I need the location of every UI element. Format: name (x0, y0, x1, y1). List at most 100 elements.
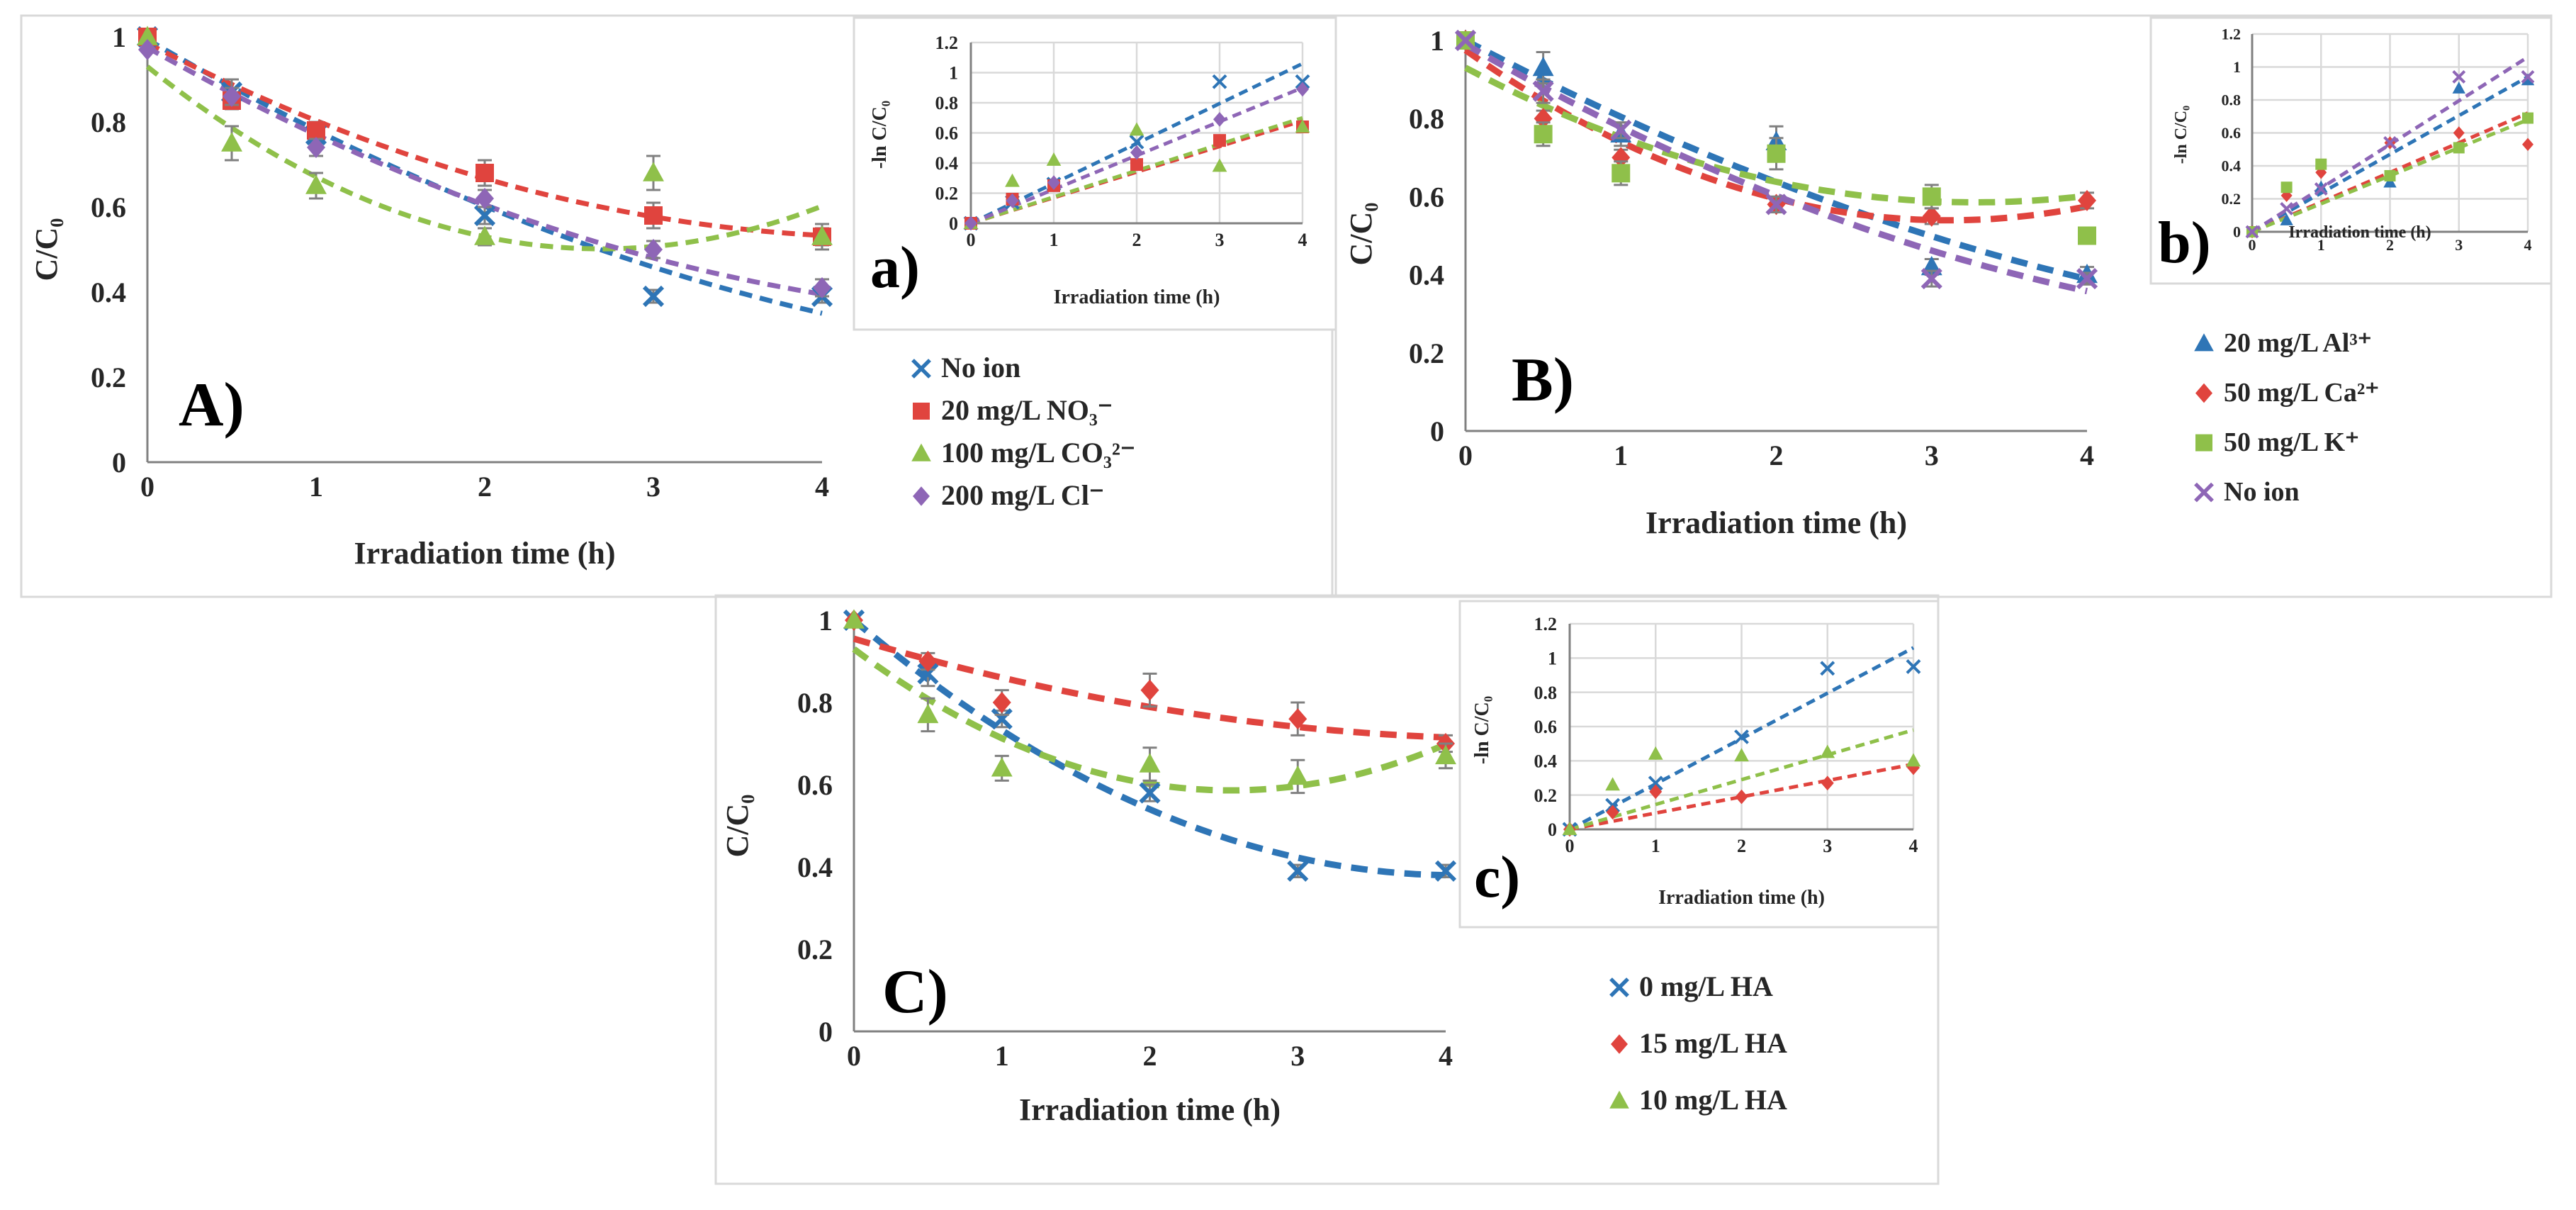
legend-marker (1611, 1034, 1628, 1054)
trendline-C-0 (852, 617, 1446, 879)
data-point-B-1 (1922, 206, 1941, 227)
data-point-a-3 (1006, 193, 1019, 208)
data-point-b-3 (2245, 225, 2259, 239)
y-tick-label: 0.2 (91, 362, 126, 393)
data-point-c-1 (1649, 784, 1663, 800)
data-point-a-2 (1295, 119, 1310, 133)
chart-b: 0 1 2 3 4 0 0.2 0.4 0.6 0.8 1 1.2 Irradiation time (… (2172, 26, 2535, 254)
data-point-A-2 (643, 162, 664, 181)
y-tick-label: 0.2 (1409, 337, 1444, 369)
x-tick-label: 2 (1143, 1040, 1157, 1072)
data-point-b-0 (2315, 180, 2328, 193)
x-tick-label: 4 (2524, 236, 2532, 254)
trendline-b-3 (2251, 55, 2529, 234)
chart-C: 0 1 2 3 4 0 0.2 0.4 0.6 0.8 1 Irradiation time (h) C… (720, 605, 1457, 1127)
data-point-a-0 (1212, 74, 1227, 89)
legend-marker (911, 359, 931, 379)
data-point-c-0 (1820, 661, 1835, 676)
y-tick-label: 0 (819, 1016, 833, 1048)
x-tick-label: 3 (1215, 230, 1225, 250)
data-point-B-0 (1532, 56, 1554, 77)
data-point-b-1 (2522, 138, 2533, 151)
x-tick-label: 1 (309, 471, 323, 503)
y-tick-label: 0 (949, 213, 958, 234)
chart-a: 0 1 2 3 4 0 0.2 0.4 0.6 0.8 1 1.2 Irradiation time (… (869, 33, 1310, 308)
legend-marker (913, 486, 930, 506)
x-tick-label: 3 (646, 471, 660, 503)
data-point-b-0 (2452, 82, 2465, 94)
data-point-b-1 (2453, 126, 2465, 140)
data-point-A-2 (221, 132, 242, 152)
trendline-a-1 (970, 119, 1303, 225)
trendline-a-2 (970, 116, 1303, 225)
inset-a-frame (853, 16, 1337, 331)
y-tick-label: 0.4 (1534, 751, 1558, 771)
legend-label: No ion (941, 352, 1020, 383)
data-point-c-0 (1906, 659, 1921, 674)
data-point-a-0 (1295, 74, 1310, 89)
x-axis-title: Irradiation time (h) (1646, 505, 1907, 540)
data-point-C-2 (917, 703, 939, 724)
y-axis-title: -ln C/C₀ (2172, 106, 2190, 164)
data-point-b-2 (2384, 169, 2396, 181)
data-point-a-2 (1129, 122, 1144, 136)
trendline-c-2 (1569, 728, 1914, 831)
data-point-C-0 (1139, 782, 1161, 804)
y-tick-label: 1 (2233, 58, 2241, 76)
y-tick-label: 0.6 (935, 123, 959, 144)
legend-label: 50 mg/L K⁺ (2224, 427, 2359, 457)
y-tick-label: 1.2 (2222, 26, 2242, 43)
data-point-c-1 (1821, 775, 1834, 791)
y-tick-label: 1.2 (935, 33, 959, 53)
data-point-A-2 (137, 26, 158, 45)
x-tick-label: 2 (1770, 439, 1784, 471)
x-tick-label: 2 (1132, 230, 1142, 250)
trendline-B-2 (1463, 65, 2088, 206)
x-tick-label: 1 (995, 1040, 1009, 1072)
y-tick-label: 1 (819, 605, 833, 637)
legend-marker (2194, 333, 2214, 352)
y-tick-label: 0.4 (1409, 259, 1444, 291)
y-axis-title: -ln C/C₀ (869, 101, 891, 169)
trendline-A-3 (146, 45, 823, 297)
y-tick-label: 0.6 (1409, 181, 1444, 213)
inset-b-frame (2149, 16, 2553, 285)
data-point-b-2 (2280, 181, 2293, 194)
legend-label: 0 mg/L HA (1639, 970, 1773, 1002)
y-tick-label: 0.2 (1534, 785, 1558, 806)
chart-c: 0 1 2 3 4 0 0.2 0.4 0.6 0.8 1 1.2 Irradiation time (… (1471, 614, 1921, 909)
data-point-B-3 (1920, 268, 1942, 290)
data-point-A-1 (476, 164, 494, 182)
data-point-C-2 (843, 609, 865, 629)
panel-label-c: c) (1474, 844, 1520, 910)
x-tick-label: 1 (1614, 439, 1628, 471)
data-point-B-2 (1767, 144, 1786, 163)
legend-marker (2195, 434, 2212, 452)
data-point-b-0 (2280, 213, 2293, 225)
data-point-c-1 (1735, 789, 1748, 805)
trendline-c-1 (1569, 762, 1914, 831)
data-point-B-3 (1532, 80, 1554, 102)
data-point-b-2 (2453, 142, 2465, 154)
data-point-a-1 (1130, 158, 1143, 172)
x-tick-label: 0 (2249, 236, 2256, 254)
y-axis-title: C/C₀ (1344, 203, 1378, 266)
legend-label: No ion (2224, 477, 2300, 507)
data-point-a-3 (964, 215, 977, 231)
data-point-c-0 (1734, 729, 1749, 744)
panel-label-a: a) (870, 235, 920, 301)
data-point-B-1 (2078, 189, 2096, 211)
legend-label: 10 mg/L HA (1639, 1084, 1787, 1116)
legend-label: 100 mg/L CO₃²⁻ (941, 437, 1135, 469)
data-point-A-0 (642, 285, 665, 308)
x-tick-label: 1 (2317, 236, 2325, 254)
data-point-C-0 (1287, 860, 1309, 882)
chart-A: 0 1 2 3 4 0 0.2 0.4 0.6 0.8 1 Irradiation time (h) C… (29, 21, 833, 571)
data-point-a-2 (1005, 173, 1020, 187)
legend-A: No ion 20 mg/L NO₃⁻ 100 mg/L CO₃²⁻ 200 mg/L… (911, 352, 1135, 511)
x-tick-label: 4 (2080, 439, 2094, 471)
data-point-b-2 (2522, 112, 2533, 124)
legend-B: 20 mg/L Al³⁺ 50 mg/L Ca²⁺ 50 mg/L K⁺ No ion (2194, 328, 2379, 507)
x-tick-label: 1 (1651, 836, 1660, 856)
y-axis-title: -ln C/C₀ (1471, 696, 1493, 764)
